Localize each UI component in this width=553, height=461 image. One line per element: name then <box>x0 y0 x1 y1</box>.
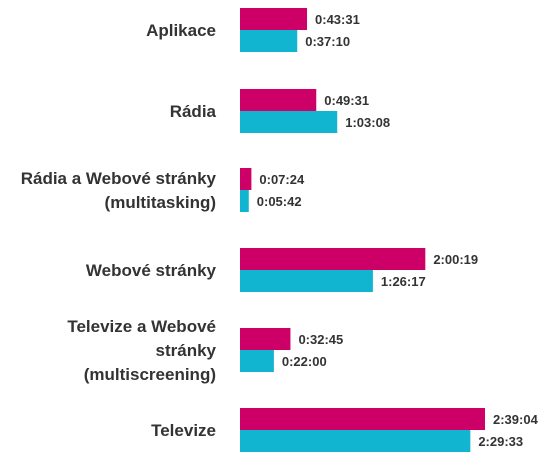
value-label: 1:26:17 <box>381 274 426 289</box>
value-label: 0:05:42 <box>257 194 302 209</box>
bar-series-b <box>240 111 338 133</box>
value-label: 2:29:33 <box>478 434 523 449</box>
bar-series-a <box>240 248 426 270</box>
bar-series-a <box>240 8 308 30</box>
category-label: Televize <box>151 421 216 440</box>
category-label: (multitasking) <box>105 193 216 212</box>
value-label: 0:07:24 <box>259 172 305 187</box>
category-label: Aplikace <box>146 21 216 40</box>
value-label: 0:43:31 <box>315 12 360 27</box>
category-label: Rádia <box>170 102 217 121</box>
category-label: (multiscreening) <box>84 365 216 384</box>
category-label: Televize a Webové <box>67 317 216 336</box>
bar-series-a <box>240 328 291 350</box>
bar-series-b <box>240 270 373 292</box>
value-label: 0:49:31 <box>324 93 369 108</box>
bar-series-b <box>240 430 471 452</box>
bar-series-b <box>240 350 274 372</box>
bar-series-a <box>240 168 252 190</box>
value-label: 0:32:45 <box>298 332 343 347</box>
category-label: Webové stránky <box>86 261 217 280</box>
bar-series-a <box>240 89 317 111</box>
value-label: 1:03:08 <box>345 115 390 130</box>
value-label: 0:22:00 <box>282 354 327 369</box>
bar-series-a <box>240 408 485 430</box>
category-label: Rádia a Webové stránky <box>21 169 217 188</box>
bar-series-b <box>240 190 249 212</box>
category-label: stránky <box>156 341 217 360</box>
value-label: 0:37:10 <box>305 34 350 49</box>
bar-series-b <box>240 30 298 52</box>
value-label: 2:00:19 <box>433 252 478 267</box>
value-label: 2:39:04 <box>493 412 539 427</box>
